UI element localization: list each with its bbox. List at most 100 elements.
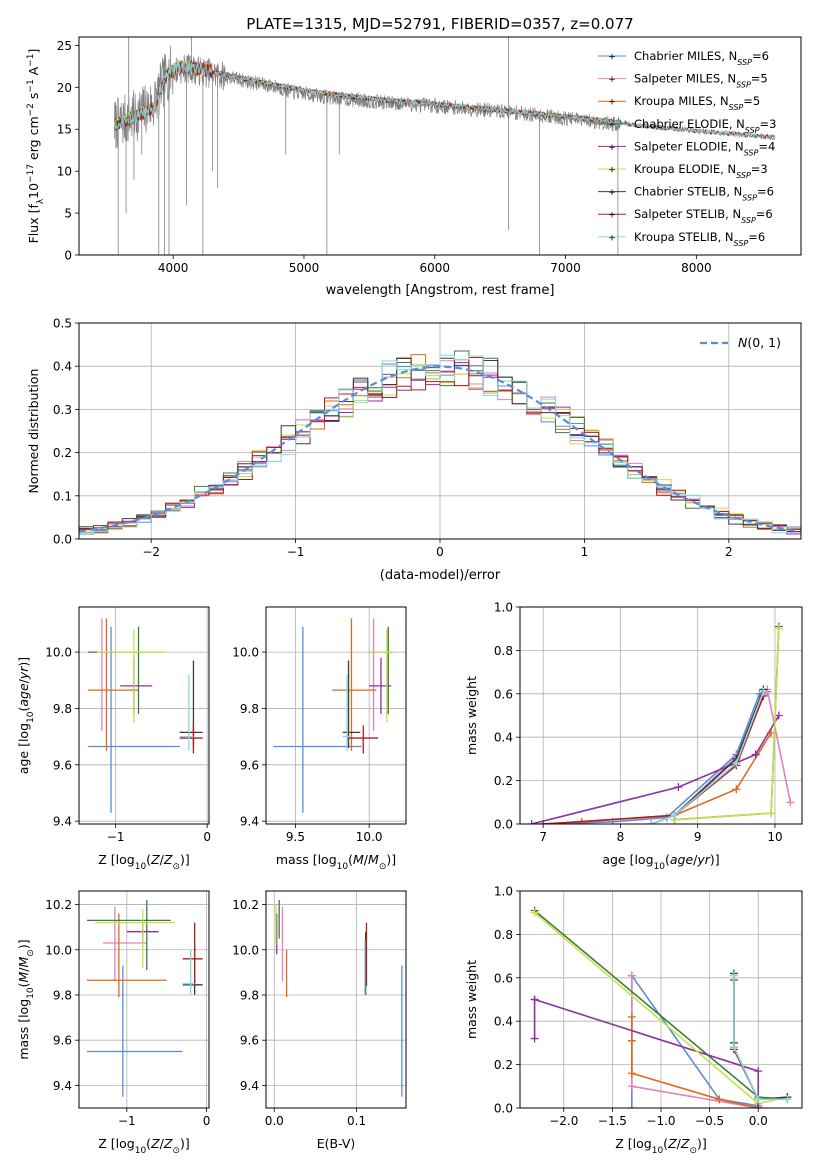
- x-tick-label: 4000: [158, 261, 189, 275]
- axes-frame: [265, 890, 407, 1109]
- grid: [79, 607, 209, 824]
- plot-area: [79, 350, 801, 539]
- x-tick-label: −1: [118, 1114, 136, 1128]
- x-axis-label: (data-model)/error: [380, 568, 501, 583]
- errorbar-kroupa-stelib: [179, 674, 194, 751]
- plot-area: [88, 618, 203, 813]
- data-point: [767, 809, 776, 818]
- y-tick-label: 9.8: [53, 988, 72, 1002]
- axes-frame: [78, 890, 210, 1109]
- y-tick-label: 0.4: [494, 731, 513, 745]
- x-tick-label: −2.0: [549, 1114, 578, 1128]
- y-tick-label: 0.2: [494, 1058, 513, 1072]
- series-line: [733, 979, 760, 1108]
- y-tick-label: 9.4: [240, 815, 259, 829]
- legend-label: Chabrier MILES, NSSP=6: [634, 49, 769, 67]
- y-tick-label: 9.6: [240, 758, 259, 772]
- x-axis-label: Z [log10(Z/Z⊙)]: [615, 1136, 707, 1156]
- data-point: [732, 759, 741, 768]
- data-point: [774, 711, 783, 720]
- series-line: [674, 628, 780, 821]
- series-line: [631, 1016, 759, 1108]
- data-point: [732, 785, 741, 794]
- errorbar-chabrier-stelib: [182, 945, 203, 995]
- axes: 4000 5000 6000 7000 8000 0 5 10 15 20 25: [57, 39, 712, 275]
- histogram-kroupa-stelib: [79, 354, 801, 539]
- series-line: [543, 695, 765, 824]
- y-tick-label: 9.6: [53, 758, 72, 772]
- x-tick-label: 9: [694, 830, 702, 844]
- grid: [266, 607, 406, 824]
- y-tick-label: 1.0: [494, 601, 513, 615]
- data-point: [530, 1034, 539, 1043]
- errorbar-chabrier-miles: [88, 626, 180, 813]
- axes: 7 8 9 10 0.0 0.2 0.4 0.6 0.8 1.0: [494, 601, 783, 845]
- data-point: [647, 820, 656, 824]
- x-tick-label: 8000: [681, 261, 712, 275]
- y-tick-label: 10.0: [232, 646, 259, 660]
- y-axis-label: Normed distribution: [26, 369, 41, 494]
- x-tick-label: 0: [203, 1114, 211, 1128]
- legend-marker: +: [608, 98, 616, 108]
- data-point: [774, 624, 783, 633]
- y-tick-label: 0.3: [53, 403, 72, 417]
- legend-label: Chabrier STELIB, NSSP=6: [634, 185, 774, 203]
- errorbar-kroupa-elodie: [94, 909, 175, 968]
- errorbar-kroupa-elodie: [97, 629, 166, 723]
- errorbar-kroupa-stelib: [342, 674, 352, 751]
- errorbar-salpeter-miles: [102, 906, 147, 982]
- x-tick-label: −2: [142, 545, 160, 559]
- legend-label: N(0, 1): [738, 335, 781, 350]
- data-point: [715, 1095, 724, 1104]
- y-tick-label: 9.6: [240, 1034, 259, 1048]
- legend-marker: +: [608, 143, 616, 153]
- series-salpeter-stelib: [729, 975, 763, 1108]
- y-tick-label: 0.0: [53, 533, 72, 547]
- legend-marker: +: [608, 233, 616, 243]
- axes-frame: [78, 322, 802, 540]
- y-tick-label: 9.8: [53, 702, 72, 716]
- x-axis-label: wavelength [Angstrom, rest frame]: [326, 283, 555, 298]
- y-tick-label: 0.2: [494, 774, 513, 788]
- errorbar-salpeter-elodie: [120, 657, 153, 715]
- data-point: [627, 1036, 636, 1045]
- chart-mass-vs-Z: −1 0 9.4 9.6 9.8 10.0 10.2 Z [log10(Z/Z⊙)] mass …: [16, 890, 211, 1156]
- data-point: [754, 1095, 763, 1104]
- data-point: [783, 1095, 792, 1104]
- errorbar-kroupa-miles: [332, 618, 377, 751]
- legend-marker: +: [608, 53, 616, 63]
- x-tick-label: 7: [539, 830, 547, 844]
- errorbar-kroupa-elodie: [369, 629, 393, 723]
- data-point: [670, 811, 679, 820]
- errorbar-kroupa-miles: [88, 618, 139, 751]
- y-tick-label: 10.0: [45, 646, 72, 660]
- series-salpeter-elodie: [527, 711, 783, 824]
- y-tick-label: 25: [57, 39, 72, 53]
- series-chabrier-miles: [627, 971, 763, 1108]
- data-point: [754, 1104, 763, 1108]
- data-point: [754, 1067, 763, 1076]
- x-axis-label: E(B-V): [317, 1136, 356, 1151]
- y-axis-label: mass [log10(M/M⊙)]: [16, 939, 36, 1059]
- model-spectrum-kroupa-stelib: [113, 60, 776, 141]
- axes-frame: [519, 890, 803, 1109]
- y-tick-label: 10: [57, 165, 72, 179]
- y-tick-label: 0: [64, 249, 72, 263]
- plot-area: [273, 618, 393, 813]
- data-point: [527, 820, 536, 824]
- data-point: [530, 995, 539, 1004]
- legend-marker: +: [608, 75, 616, 85]
- axes: 0.0 0.1 9.4 9.6 9.8 10.0 10.2: [232, 898, 366, 1128]
- axes-frame: [78, 606, 210, 825]
- errorbar-salpeter-stelib: [179, 725, 203, 754]
- errorbar-kroupa-miles: [86, 913, 167, 998]
- x-tick-label: 9.5: [286, 830, 305, 844]
- y-tick-label: 10.0: [45, 943, 72, 957]
- y-tick-label: 15: [57, 123, 72, 137]
- chart-residuals: −2 −1 0 1 2 0.0 0.1 0.2 0.3 0.4 0.5 (data-model)/er…: [26, 317, 802, 583]
- y-tick-label: 9.4: [53, 815, 72, 829]
- series-salpeter-miles: [627, 971, 763, 1108]
- series-salpeter-elodie: [530, 995, 763, 1108]
- y-axis-label: mass weight: [464, 960, 479, 1039]
- errorbar-chabrier-elodie: [88, 626, 162, 715]
